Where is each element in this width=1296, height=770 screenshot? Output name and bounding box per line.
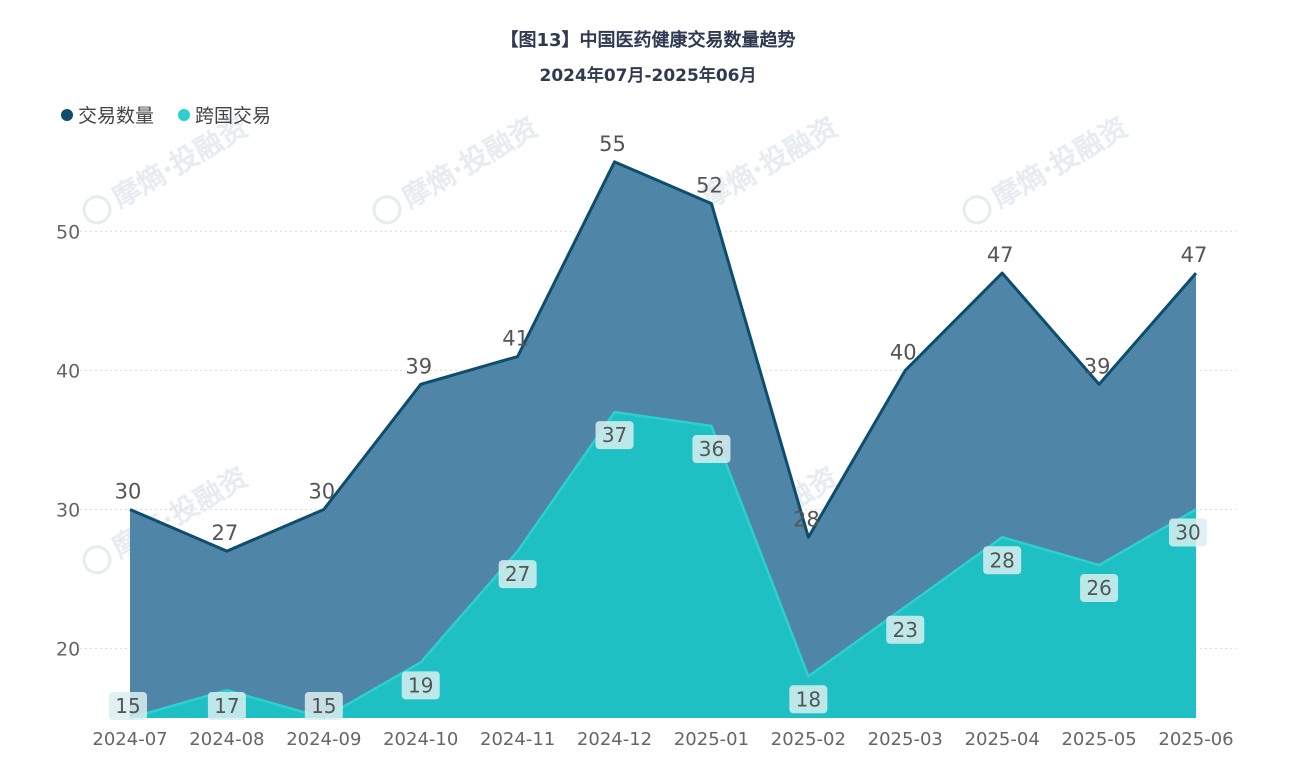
data-label-box-cross-border — [886, 615, 925, 644]
legend-marker-cross-border — [178, 109, 190, 121]
data-label-cross-border: 26 — [1086, 576, 1111, 600]
data-label-trade-count: 39 — [1084, 354, 1111, 378]
data-label-cross-border: 30 — [1175, 520, 1200, 544]
watermark-logo-icon — [82, 545, 112, 575]
x-tick-label: 2025-01 — [674, 729, 749, 750]
data-label-box-cross-border — [401, 671, 440, 700]
x-tick-label: 2024-12 — [577, 729, 652, 750]
axis-layer: 20 30 40 50 2024-07 2024-08 2024-09 2024-10 2024… — [56, 221, 1234, 750]
watermark-text: 摩熵·投融资 — [696, 111, 843, 215]
x-tick-label: 2024-10 — [383, 729, 458, 750]
area-layer — [129, 160, 1198, 720]
x-tick-label: 2025-05 — [1061, 729, 1136, 750]
legend-label-cross-border: 跨国交易 — [195, 105, 271, 127]
legend: 交易数量 跨国交易 — [61, 105, 271, 127]
data-label-box-cross-border — [498, 560, 537, 589]
value-label-layer: 30 27 30 39 41 55 52 28 40 47 39 47 15 17 15 19 27 37 36 18… — [109, 132, 1207, 720]
data-label-trade-count: 28 — [793, 507, 820, 531]
chart-subtitle: 2024年07月-2025年06月 — [540, 65, 757, 86]
y-tick-label: 20 — [56, 638, 80, 660]
watermark-0: 摩熵·投融资 — [82, 111, 253, 225]
x-tick-label: 2025-03 — [868, 729, 943, 750]
x-tick-label: 2025-06 — [1158, 729, 1233, 750]
x-tick-label: 2024-07 — [92, 729, 167, 750]
data-label-trade-count: 52 — [696, 174, 723, 198]
watermark-text: 摩熵·投融资 — [986, 111, 1133, 215]
data-label-box-cross-border — [789, 685, 828, 714]
chart-title: 【图13】中国医药健康交易数量趋势 — [500, 29, 795, 51]
area-fill-series-1 — [130, 412, 1196, 718]
data-label-cross-border: 37 — [602, 423, 627, 447]
x-tick-label: 2025-04 — [965, 729, 1040, 750]
data-label-trade-count: 55 — [599, 132, 626, 156]
legend-label-trade-count: 交易数量 — [78, 105, 154, 127]
series-line-0 — [129, 160, 1198, 553]
y-tick-label: 40 — [56, 360, 80, 382]
x-tick-label: 2024-08 — [189, 729, 264, 750]
data-label-box-cross-border — [109, 692, 147, 720]
data-label-cross-border: 28 — [989, 548, 1014, 572]
data-label-box-cross-border — [595, 421, 634, 450]
watermark-text: 摩熵·投融资 — [396, 111, 543, 215]
watermark-logo-icon — [962, 195, 992, 225]
data-label-cross-border: 15 — [115, 694, 140, 718]
data-label-trade-count: 39 — [405, 354, 432, 378]
data-label-cross-border: 27 — [505, 562, 530, 586]
watermark-3: 摩熵·投融资 — [962, 111, 1133, 225]
x-tick-label: 2024-11 — [480, 729, 555, 750]
data-label-trade-count: 30 — [308, 479, 335, 503]
data-label-trade-count: 40 — [890, 340, 917, 364]
data-label-cross-border: 17 — [214, 694, 239, 718]
data-label-trade-count: 47 — [1181, 243, 1208, 267]
watermark-logo-icon — [82, 195, 112, 225]
data-label-box-cross-border — [304, 692, 343, 720]
data-label-box-cross-border — [207, 692, 246, 720]
data-label-box-cross-border — [983, 546, 1022, 575]
data-label-trade-count: 30 — [115, 479, 142, 503]
data-label-box-cross-border — [1169, 518, 1207, 547]
data-label-cross-border: 19 — [408, 673, 433, 697]
legend-marker-trade-count — [61, 109, 73, 121]
data-label-cross-border: 23 — [893, 618, 918, 642]
y-tick-label: 30 — [56, 499, 80, 521]
data-label-trade-count: 41 — [502, 327, 529, 351]
y-tick-label: 50 — [56, 221, 80, 243]
data-label-box-cross-border — [692, 435, 731, 464]
data-label-cross-border: 18 — [796, 687, 821, 711]
watermark-logo-icon — [372, 195, 402, 225]
data-label-trade-count: 27 — [212, 521, 239, 545]
data-label-cross-border: 15 — [311, 694, 336, 718]
x-tick-label: 2025-02 — [771, 729, 846, 750]
data-label-cross-border: 36 — [699, 437, 724, 461]
x-tick-label: 2024-09 — [286, 729, 361, 750]
data-label-trade-count: 47 — [987, 243, 1014, 267]
watermark-1: 摩熵·投融资 — [372, 111, 543, 225]
data-label-box-cross-border — [1080, 574, 1119, 603]
